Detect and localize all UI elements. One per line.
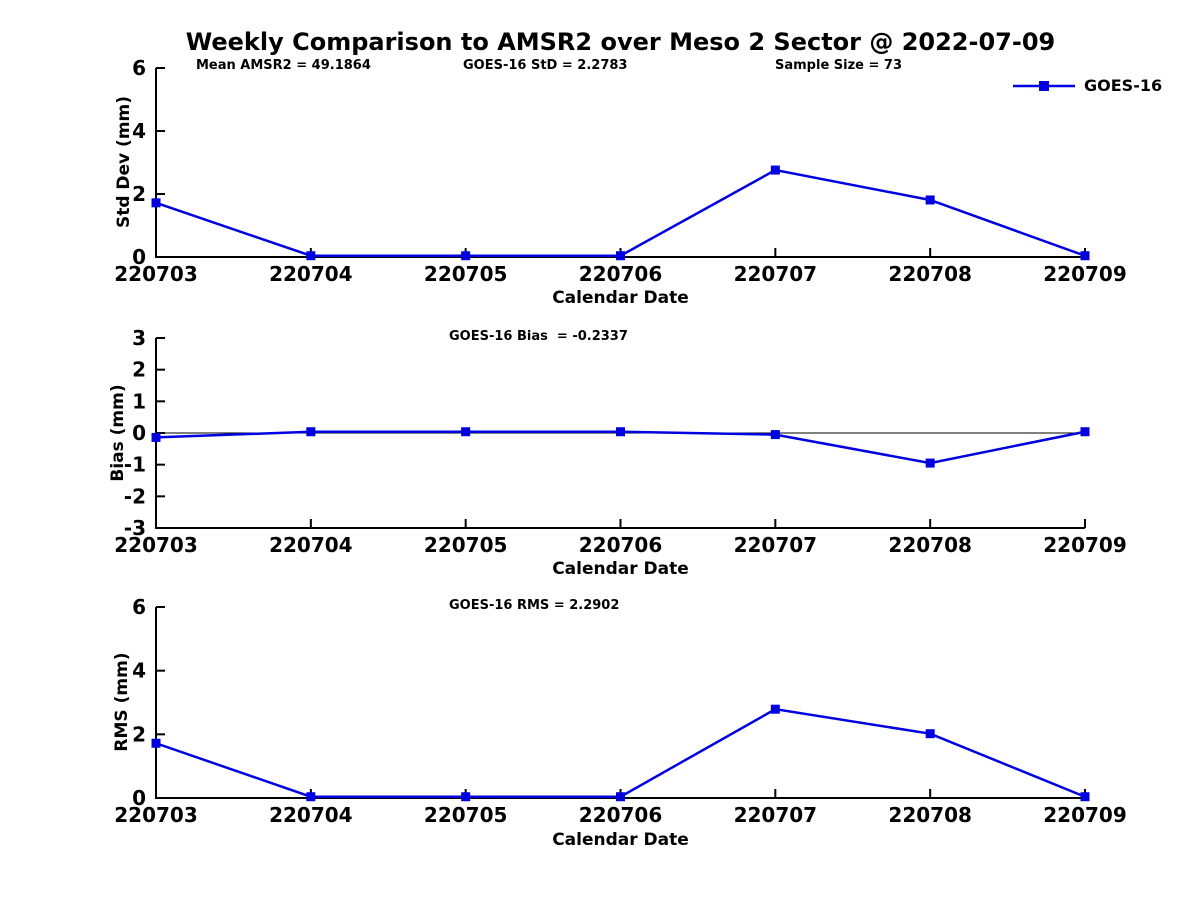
rms-data-point-marker [306, 792, 316, 802]
bias-y-tick-label: 2 [132, 358, 146, 382]
bias-x-tick-label: 220707 [734, 533, 818, 557]
bias-x-tick-label: 220703 [114, 533, 198, 557]
rms-x-axis-label: Calendar Date [552, 830, 689, 850]
bias-y-tick-label: -1 [124, 453, 146, 477]
std-dev-data-point-marker [770, 165, 780, 175]
std-dev-y-tick-label: 0 [132, 245, 146, 269]
bias-data-point-marker [1080, 427, 1090, 437]
std-dev-x-tick-label: 220709 [1043, 262, 1127, 286]
rms-x-tick-label: 220705 [424, 803, 508, 827]
bias-y-tick-label: 1 [132, 389, 146, 413]
bias-x-tick-label: 220708 [888, 533, 972, 557]
bias-data-point-marker [151, 432, 161, 442]
figure-title: Weekly Comparison to AMSR2 over Meso 2 S… [185, 28, 1056, 56]
bias-x-axis-label: Calendar Date [552, 559, 689, 579]
std-dev-x-tick-label: 220706 [579, 262, 663, 286]
legend: GOES-16 [1012, 78, 1162, 94]
std-dev-y-tick-label: 4 [132, 119, 146, 143]
std-dev-y-tick-label: 2 [132, 182, 146, 206]
rms-y-axis-label: RMS (mm) [112, 652, 132, 752]
bias-y-tick-label: -3 [124, 516, 146, 540]
rms-data-point-marker [770, 704, 780, 714]
bias-x-tick-label: 220706 [579, 533, 663, 557]
legend-line-marker-icon [1013, 81, 1075, 91]
bias-y-tick-label: 0 [132, 421, 146, 445]
rms-data-point-marker [925, 729, 935, 739]
std-dev-data-point-marker [1080, 251, 1090, 261]
rms-x-tick-label: 220706 [579, 803, 663, 827]
bias-data-point-marker [306, 427, 316, 437]
rms-data-point-marker [151, 738, 161, 748]
rms-data-point-marker [461, 792, 471, 802]
bias-data-point-marker [770, 430, 780, 440]
std-dev-data-point-marker [616, 251, 625, 261]
rms-x-tick-label: 220709 [1043, 803, 1127, 827]
legend-label: GOES-16 [1084, 76, 1163, 95]
rms-y-tick-label: 6 [132, 595, 146, 619]
std-dev-y-tick-label: 6 [132, 56, 146, 80]
std-dev-x-tick-label: 220707 [734, 262, 818, 286]
rms-annotation: GOES-16 RMS = 2.2902 [449, 598, 620, 613]
rms-x-tick-label: 220704 [269, 803, 353, 827]
bias-x-tick-label: 220705 [424, 533, 508, 557]
rms-data-point-marker [616, 792, 625, 802]
bias-data-point-marker [461, 427, 471, 437]
std-dev-data-point-marker [306, 251, 316, 261]
std-dev-x-tick-label: 220703 [114, 262, 198, 286]
rms-y-tick-label: 2 [132, 722, 146, 746]
std-dev-x-tick-label: 220704 [269, 262, 353, 286]
bias-x-tick-label: 220709 [1043, 533, 1127, 557]
bias-y-tick-label: -2 [124, 484, 146, 508]
std-dev-data-point-marker [925, 195, 935, 205]
stddev-y-axis-label: Std Dev (mm) [114, 95, 134, 229]
bias-data-point-marker [616, 427, 625, 437]
std-dev-x-tick-label: 220705 [424, 262, 508, 286]
bias-y-tick-label: 3 [132, 326, 146, 350]
rms-x-tick-label: 220708 [888, 803, 972, 827]
rms-data-point-marker [1080, 792, 1090, 802]
std-dev-x-tick-label: 220708 [888, 262, 972, 286]
bias-data-line [155, 430, 1086, 465]
stddev-annotation-goes16-std: GOES-16 StD = 2.2783 [463, 58, 628, 73]
rms-y-tick-label: 0 [132, 786, 146, 810]
stddev-annotation-mean-amsr2: Mean AMSR2 = 49.1864 [196, 58, 371, 73]
std-dev-data-point-marker [151, 198, 161, 208]
rms-x-tick-label: 220703 [114, 803, 198, 827]
bias-data-point-marker [925, 458, 935, 468]
bias-annotation: GOES-16 Bias = -0.2337 [449, 329, 628, 344]
stddev-x-axis-label: Calendar Date [552, 288, 689, 308]
std-dev-data-line [155, 168, 1086, 257]
rms-x-tick-label: 220707 [734, 803, 818, 827]
stddev-annotation-sample-size: Sample Size = 73 [775, 58, 903, 73]
std-dev-data-point-marker [461, 251, 471, 261]
rms-data-line [155, 707, 1086, 798]
bias-x-tick-label: 220704 [269, 533, 353, 557]
rms-y-tick-label: 4 [132, 659, 146, 683]
bias-y-axis-label: Bias (mm) [108, 384, 128, 482]
